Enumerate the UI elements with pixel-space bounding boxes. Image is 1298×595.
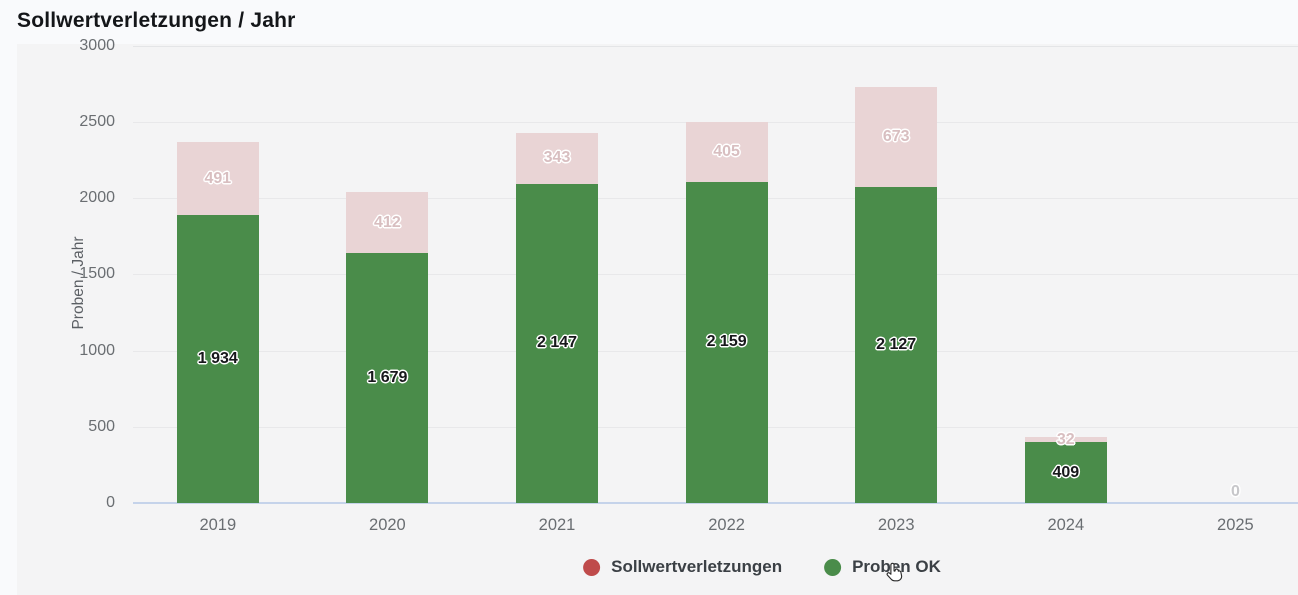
bar-value-label-sollwertverletzungen: 491 [204,169,232,187]
y-tick-label: 1000 [79,341,115,359]
x-tick-label: 2022 [708,516,745,534]
y-tick-label: 3000 [79,36,115,54]
legend-item-sollwertverletzungen[interactable]: Sollwertverletzungen [583,557,782,577]
bar-value-label-sollwertverletzungen: 412 [374,213,401,231]
y-tick-label: 2500 [79,112,115,130]
bar-value-label-proben-ok: 1 679 [367,369,408,387]
bar-value-label-proben-ok: 2 127 [876,335,917,353]
bar-segment-sollwertverletzungen[interactable] [346,192,429,254]
x-tick-label: 2023 [877,516,915,534]
y-tick-label: 500 [88,417,115,435]
bar-value-label-sollwertverletzungen: 405 [713,142,740,160]
bar-segment-sollwertverletzungen[interactable] [176,142,259,216]
bar-value-label-proben-ok: 1 934 [197,350,238,368]
legend-label: Proben OK [852,557,941,576]
y-axis-title: Proben / Jahr [70,236,87,330]
x-tick-label: 2025 [1217,516,1254,534]
bar-segment-proben-ok[interactable] [346,253,429,503]
bar-segment-proben-ok[interactable] [516,183,598,503]
x-tick-label: 2024 [1047,516,1085,534]
x-tick-label: 2019 [199,516,237,534]
bar-segment-sollwertverletzungen[interactable] [1024,437,1107,443]
legend-label: Sollwertverletzungen [611,557,783,576]
bar-value-label-proben-ok: 2 147 [536,334,578,352]
bar-segment-sollwertverletzungen[interactable] [685,121,768,182]
bar-segment-proben-ok[interactable] [685,181,768,503]
legend-dot-red-icon [583,558,601,576]
gridline [133,45,1298,47]
bar-value-label-sollwertverletzungen: 673 [882,127,910,145]
y-tick-label: 1500 [79,265,115,283]
bar-segment-proben-ok[interactable] [855,186,938,503]
x-axis-zero-line [133,502,1298,504]
bar-value-label-sollwertverletzungen: 32 [1056,430,1075,448]
bar-value-label-sollwertverletzungen: 0 [1230,483,1240,500]
bar-value-label-sollwertverletzungen: 343 [543,149,571,167]
bar-segment-sollwertverletzungen[interactable] [516,132,598,184]
legend: Sollwertverletzungen Proben OK [583,557,941,577]
legend-item-proben-ok[interactable]: Proben OK [824,557,941,577]
bar-segment-proben-ok[interactable] [176,215,259,503]
chart-panel: 1 934 491 1 679 412 2 147 343 2 159 405 2 127 673… [17,37,1298,595]
bar-value-label-proben-ok: 409 [1052,463,1080,481]
legend-dot-green-icon [824,558,842,576]
bar-segment-proben-ok[interactable] [1024,442,1107,503]
bar-segment-sollwertverletzungen[interactable] [855,86,938,187]
x-tick-label: 2021 [538,516,576,534]
page-title: Sollwertverletzungen / Jahr [17,9,296,32]
x-tick-label: 2020 [369,516,406,534]
y-tick-label: 2000 [79,189,115,206]
bar-value-label-proben-ok: 2 159 [706,333,747,351]
y-tick-label: 0 [106,494,115,511]
